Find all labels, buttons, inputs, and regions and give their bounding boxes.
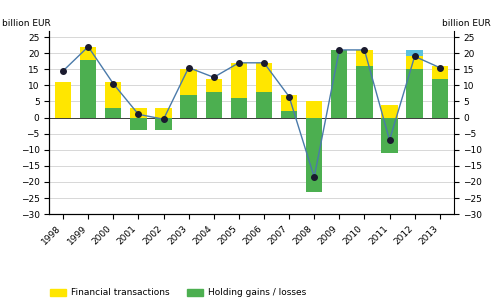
Bar bbox=[130, 118, 146, 130]
Bar bbox=[256, 63, 272, 92]
Bar bbox=[180, 95, 197, 118]
Bar bbox=[306, 102, 322, 118]
Bar bbox=[281, 95, 297, 111]
Bar bbox=[356, 66, 373, 118]
Bar bbox=[206, 79, 222, 92]
Bar bbox=[130, 108, 146, 118]
Bar bbox=[80, 47, 96, 60]
Bar bbox=[407, 50, 423, 56]
Text: billion EUR: billion EUR bbox=[442, 19, 491, 28]
Bar bbox=[180, 69, 197, 95]
Bar bbox=[155, 108, 172, 118]
Bar bbox=[382, 118, 398, 153]
Bar bbox=[231, 98, 247, 118]
Bar bbox=[331, 50, 348, 118]
Bar bbox=[431, 79, 448, 118]
Bar bbox=[431, 66, 448, 79]
Bar bbox=[80, 60, 96, 118]
Text: billion EUR: billion EUR bbox=[2, 19, 51, 28]
Bar bbox=[206, 92, 222, 118]
Bar bbox=[306, 118, 322, 192]
Bar bbox=[231, 63, 247, 98]
Bar bbox=[105, 82, 121, 108]
Bar bbox=[382, 105, 398, 118]
Bar bbox=[155, 118, 172, 130]
Bar bbox=[356, 50, 373, 66]
Bar bbox=[55, 82, 71, 118]
Bar bbox=[105, 108, 121, 118]
Bar bbox=[256, 92, 272, 118]
Bar bbox=[281, 111, 297, 118]
Bar bbox=[407, 69, 423, 118]
Bar bbox=[407, 56, 423, 69]
